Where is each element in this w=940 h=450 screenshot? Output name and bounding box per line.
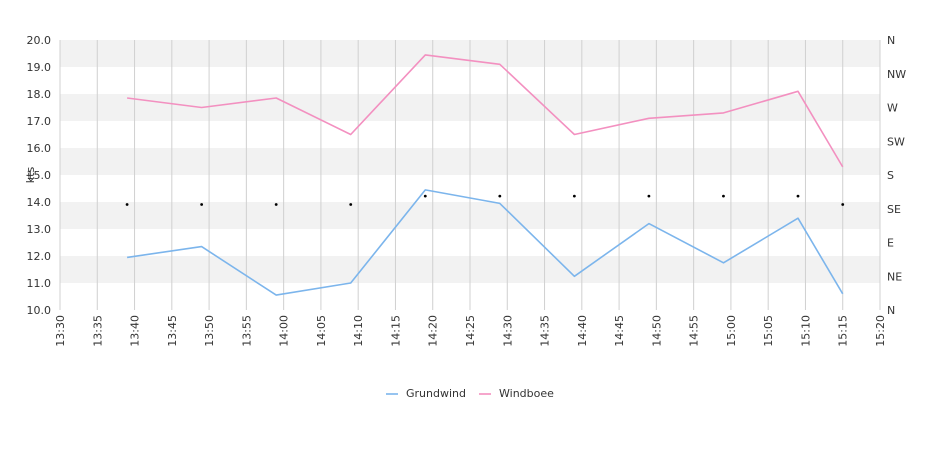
y2-tick-label: SE <box>887 203 901 216</box>
y-axis-label: kts <box>24 167 37 184</box>
x-tick-label: 14:55 <box>688 315 701 347</box>
x-tick-label: 13:30 <box>54 315 67 347</box>
y-tick-label: 14.0 <box>27 196 52 209</box>
x-tick-label: 14:15 <box>389 315 402 347</box>
x-tick-label: 14:50 <box>650 315 663 347</box>
legend-label: Windboee <box>499 387 554 400</box>
y-tick-label: 13.0 <box>27 223 52 236</box>
y-tick-label: 19.0 <box>27 61 52 74</box>
x-tick-label: 14:40 <box>576 315 589 347</box>
x-tick-label: 13:35 <box>91 315 104 347</box>
x-tick-label: 14:30 <box>501 315 514 347</box>
y-tick-label: 17.0 <box>27 115 52 128</box>
direction-point <box>349 203 353 206</box>
y-tick-label: 11.0 <box>27 277 52 290</box>
x-tick-label: 14:10 <box>352 315 365 347</box>
legend-item-windboee[interactable]: Windboee <box>479 387 554 400</box>
x-tick-label: 15:10 <box>799 315 812 347</box>
x-tick-label: 14:45 <box>613 315 626 347</box>
series-line-windboee <box>126 54 844 168</box>
x-tick-label: 14:25 <box>464 315 477 347</box>
y2-tick-label: NW <box>887 68 906 81</box>
y2-axis-ticks: N NE E SE S SW W NW N <box>887 34 906 317</box>
series-lines <box>126 54 844 296</box>
direction-point <box>498 194 502 198</box>
direction-point <box>572 194 576 198</box>
x-tick-label: 15:00 <box>725 315 738 347</box>
x-tick-label: 15:05 <box>762 315 775 347</box>
direction-point <box>200 203 204 206</box>
x-axis-ticks: 13:30 13:35 13:40 13:45 13:50 13:55 14:00 14:05… <box>54 315 887 347</box>
direction-point <box>841 203 845 206</box>
y2-tick-label: N <box>887 34 895 47</box>
direction-point <box>722 194 725 198</box>
x-tick-label: 15:20 <box>874 315 887 347</box>
y-tick-label: 18.0 <box>27 88 52 101</box>
series-line-grundwind <box>126 189 844 296</box>
y-axis-ticks: 10.0 11.0 12.0 13.0 14.0 15.0 16.0 17.0 18.0 19.0… <box>27 34 52 317</box>
x-tick-label: 14:05 <box>315 315 328 347</box>
y-tick-label: 15.0 <box>27 169 52 182</box>
y2-tick-label: W <box>887 102 898 115</box>
legend[interactable]: Grundwind Windboee <box>386 387 554 400</box>
x-tick-label: 13:45 <box>166 315 179 347</box>
direction-points <box>125 194 845 206</box>
legend-item-grundwind[interactable]: Grundwind <box>386 387 466 400</box>
legend-label: Grundwind <box>406 387 466 400</box>
x-tick-label: 13:50 <box>203 315 216 347</box>
y2-tick-label: E <box>887 237 894 250</box>
y-tick-label: 20.0 <box>27 34 52 47</box>
direction-point <box>796 194 800 198</box>
x-tick-label: 14:35 <box>539 315 552 347</box>
y-tick-label: 12.0 <box>27 250 52 263</box>
y2-tick-label: N <box>887 304 895 317</box>
direction-point <box>274 203 278 206</box>
x-tick-label: 13:55 <box>240 315 253 347</box>
direction-point <box>423 194 427 198</box>
y-tick-label: 10.0 <box>27 304 52 317</box>
y2-tick-label: NE <box>887 270 902 283</box>
x-tick-label: 13:40 <box>129 315 142 347</box>
direction-point <box>125 203 129 206</box>
y-tick-label: 16.0 <box>27 142 52 155</box>
y2-tick-label: S <box>887 169 894 182</box>
vertical-gridlines <box>59 40 881 310</box>
x-tick-label: 14:20 <box>427 315 440 347</box>
x-tick-label: 14:00 <box>278 315 291 347</box>
y2-tick-label: SW <box>887 135 905 148</box>
x-tick-label: 15:15 <box>837 315 850 347</box>
direction-point <box>647 194 651 198</box>
